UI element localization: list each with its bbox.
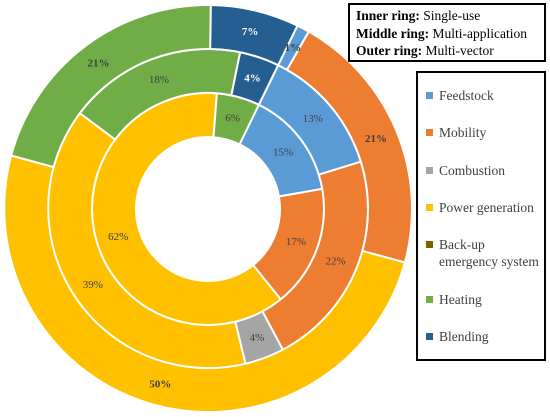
label-value: 1 <box>285 42 291 54</box>
legend-item-back-up-emergency-system: Back-up emergency system <box>426 236 544 270</box>
label-unit: % <box>247 26 258 38</box>
outer-ring-label-heating: 21% <box>87 58 109 70</box>
label-value: 18 <box>149 74 161 86</box>
legend-color-swatch <box>426 332 433 340</box>
legend-color-swatch <box>426 92 433 100</box>
legend-item-heating: Heating <box>426 291 544 308</box>
legend-label: Combustion <box>439 162 506 178</box>
label-value: 22 <box>326 256 337 268</box>
ring-key-middle: Middle ring: Multi-application <box>356 25 544 43</box>
middle-ring-label-heating: 18% <box>149 74 169 86</box>
label-value: 21 <box>365 133 376 145</box>
legend-label: Back-up emergency system <box>439 237 539 270</box>
label-value: 4 <box>244 72 250 84</box>
label-value: 17 <box>286 236 298 248</box>
legend-label: Feedstock <box>439 88 494 104</box>
outer-ring-label-power-generation: 50% <box>149 379 171 391</box>
inner-ring-label-heating: 6% <box>225 112 240 124</box>
label-unit: % <box>376 133 387 145</box>
label-value: 4 <box>250 332 256 344</box>
label-unit: % <box>119 231 128 243</box>
label-value: 50 <box>149 379 161 391</box>
legend-item-blending: Blending <box>426 328 544 345</box>
label-unit: % <box>94 279 103 291</box>
label-value: 13 <box>303 113 315 125</box>
legend-item-mobility: Mobility <box>426 124 544 141</box>
ring-key-inner: Inner ring: Single-use <box>356 7 544 25</box>
label-unit: % <box>290 42 301 54</box>
legend-item-combustion: Combustion <box>426 162 544 179</box>
label-value: 7 <box>242 26 248 38</box>
outer-ring-segment-blending <box>209 4 299 67</box>
legend-color-swatch <box>426 295 433 303</box>
legend-color-swatch <box>426 129 433 137</box>
label-value: 62 <box>108 231 119 243</box>
middle-ring-label-blending: 4% <box>244 72 261 84</box>
label-unit: % <box>297 236 306 248</box>
label-unit: % <box>160 74 169 86</box>
ring-key-label: Outer ring: <box>356 43 423 58</box>
ring-key-value: Single-use <box>423 8 481 23</box>
label-value: 21 <box>87 58 98 70</box>
label-value: 39 <box>83 279 95 291</box>
legend-color-swatch <box>426 166 433 174</box>
legend-item-feedstock: Feedstock <box>426 87 544 104</box>
label-unit: % <box>284 146 293 158</box>
label-value: 6 <box>225 112 231 124</box>
label-unit: % <box>255 332 264 344</box>
label-unit: % <box>98 58 109 70</box>
legend-label: Blending <box>439 328 489 344</box>
middle-ring-label-power-generation: 39% <box>83 279 103 291</box>
ring-key-outer: Outer ring: Multi-vector <box>356 42 544 60</box>
label-unit: % <box>250 72 261 84</box>
label-value: 15 <box>273 146 285 158</box>
label-unit: % <box>231 112 240 124</box>
donut-chart: 15%17%62%6% 13%22%4%39%18% 4%1%21%50%21%7% <box>3 4 413 413</box>
outer-ring-segment-power-generation <box>3 154 407 413</box>
label-unit: % <box>337 256 346 268</box>
ring-key-value: Multi-application <box>432 25 527 41</box>
middle-ring-label-feedstock: 13% <box>303 113 323 125</box>
outer-ring-label-feedstock: 1% <box>285 42 302 54</box>
inner-ring-label-mobility: 17% <box>286 236 306 248</box>
data-labels: 15%17%62%6% 13%22%4%39%18% 4%1%21%50%21%7% <box>83 26 387 391</box>
outer-ring-label-mobility: 21% <box>365 133 387 145</box>
legend-color-swatch <box>426 241 433 249</box>
outer-ring <box>3 4 413 413</box>
outer-ring-label-blending: 7% <box>242 26 259 38</box>
inner-ring-label-power-generation: 62% <box>108 231 128 243</box>
legend-color-swatch <box>426 203 433 211</box>
label-unit: % <box>160 379 171 391</box>
legend-label: Power generation <box>439 199 534 215</box>
ring-key-label: Inner ring: <box>356 8 420 23</box>
chart-legend: Feedstock Mobility Combustion Power gene… <box>416 71 546 361</box>
legend-item-power-generation: Power generation <box>426 199 544 216</box>
inner-ring-label-feedstock: 15% <box>273 146 293 158</box>
middle-ring-label-combustion: 4% <box>250 332 265 344</box>
ring-key-box: Inner ring: Single-use Middle ring: Mult… <box>348 3 546 62</box>
ring-key-label: Middle ring: <box>356 25 430 41</box>
inner-ring <box>91 91 325 326</box>
legend-label: Heating <box>439 291 482 307</box>
legend-label: Mobility <box>439 125 487 141</box>
ring-key-value: Multi-vector <box>425 43 494 58</box>
label-unit: % <box>314 113 323 125</box>
middle-ring-label-mobility: 22% <box>326 256 346 268</box>
